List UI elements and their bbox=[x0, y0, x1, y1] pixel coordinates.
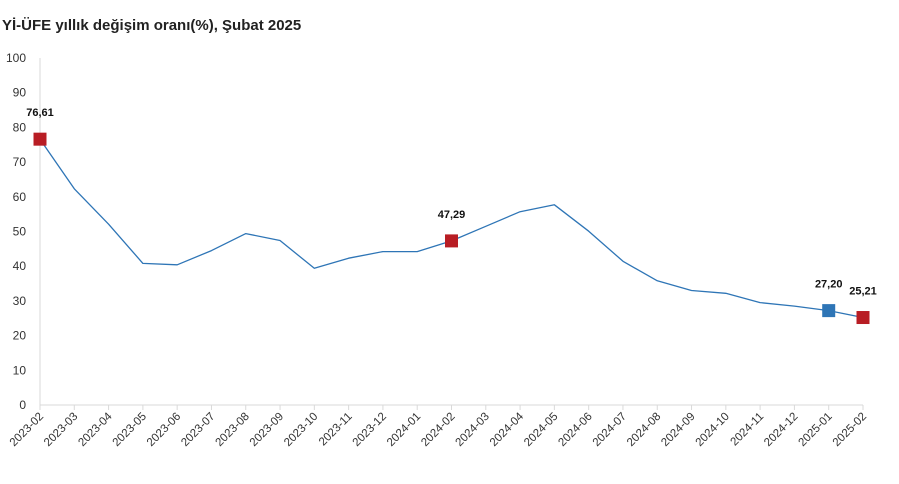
x-tick-label: 2023-04 bbox=[76, 410, 115, 449]
x-tick-label: 2024-03 bbox=[454, 411, 492, 449]
x-tick-label: 2024-11 bbox=[729, 411, 767, 449]
y-tick-label: 50 bbox=[13, 225, 27, 239]
highlight-markers: 76,61 47,29 27,20 25,21 bbox=[26, 107, 877, 325]
chart-title: Yİ-ÜFE yıllık değişim oranı(%), Şubat 20… bbox=[2, 17, 302, 34]
data-label: 25,21 bbox=[849, 286, 877, 298]
y-tick-label: 30 bbox=[13, 294, 27, 308]
x-tick-label: 2025-01 bbox=[796, 411, 834, 449]
x-tick-label: 2025-02 bbox=[831, 411, 869, 449]
y-axis: 0 10 20 30 40 50 60 70 80 90 100 bbox=[6, 51, 41, 412]
data-point-marker bbox=[856, 311, 870, 325]
x-tick-label: 2023-09 bbox=[248, 411, 286, 449]
x-tick-label: 2024-01 bbox=[385, 411, 423, 449]
y-tick-label: 90 bbox=[13, 86, 27, 100]
x-tick-label: 2024-07 bbox=[591, 411, 629, 449]
y-tick-label: 10 bbox=[13, 363, 27, 377]
x-tick-label: 2023-10 bbox=[282, 411, 320, 449]
x-tick-label: 2024-04 bbox=[488, 410, 527, 449]
x-tick-label: 2024-05 bbox=[522, 411, 560, 449]
series-line bbox=[39, 138, 864, 319]
x-tick-label: 2023-05 bbox=[111, 411, 149, 449]
data-label: 76,61 bbox=[26, 107, 54, 119]
y-tick-label: 70 bbox=[13, 155, 27, 169]
x-tick-label: 2023-06 bbox=[145, 411, 183, 449]
data-label: 47,29 bbox=[438, 209, 466, 221]
y-tick-label: 40 bbox=[13, 259, 27, 273]
x-tick-label: 2023-11 bbox=[317, 411, 355, 449]
y-tick-label: 60 bbox=[13, 190, 27, 204]
x-tick-label: 2023-12 bbox=[351, 411, 389, 449]
data-label: 27,20 bbox=[815, 279, 843, 291]
data-point-marker bbox=[33, 132, 47, 146]
y-tick-label: 80 bbox=[13, 120, 27, 134]
x-tick-label: 2023-03 bbox=[42, 411, 80, 449]
x-tick-label: 2023-07 bbox=[179, 411, 217, 449]
series-line-group bbox=[39, 138, 864, 319]
x-tick-label: 2023-08 bbox=[214, 411, 252, 449]
x-tick-label: 2024-02 bbox=[419, 411, 457, 449]
x-axis: 2023-022023-032023-042023-052023-062023-… bbox=[8, 404, 869, 449]
y-tick-label: 0 bbox=[19, 398, 26, 412]
x-tick-label: 2024-06 bbox=[556, 411, 594, 449]
x-tick-label: 2024-12 bbox=[762, 411, 800, 449]
y-tick-label: 100 bbox=[6, 51, 26, 65]
data-point-marker bbox=[822, 304, 836, 318]
y-tick-label: 20 bbox=[13, 329, 27, 343]
x-tick-label: 2024-08 bbox=[625, 411, 663, 449]
x-tick-label: 2023-02 bbox=[8, 411, 46, 449]
data-point-marker bbox=[445, 234, 458, 248]
x-tick-label: 2024-10 bbox=[694, 411, 732, 449]
x-tick-label: 2024-09 bbox=[659, 411, 697, 449]
